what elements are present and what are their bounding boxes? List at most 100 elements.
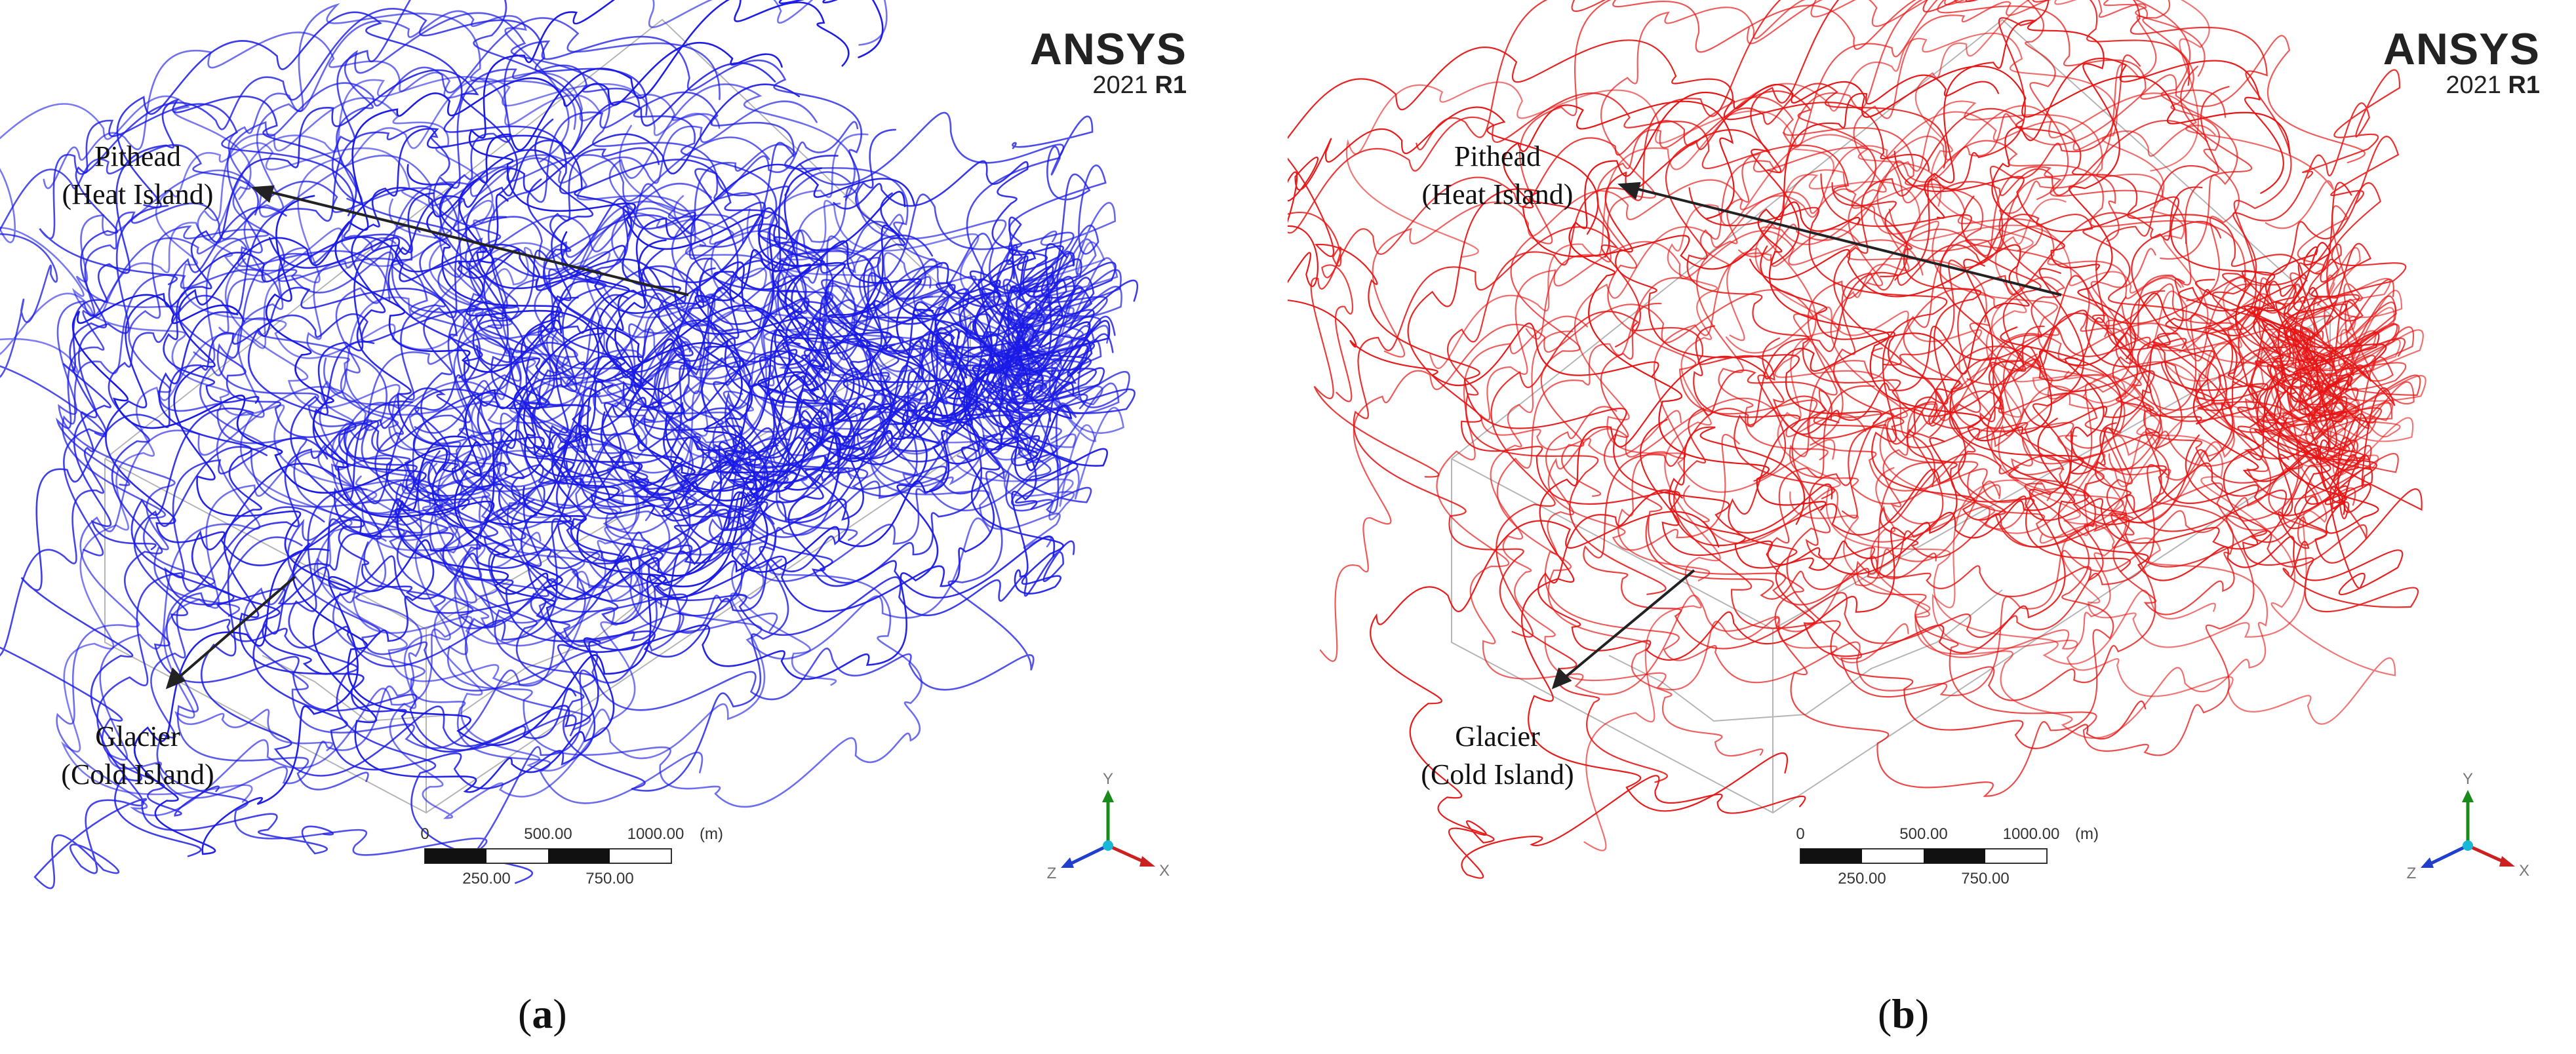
streamline (522, 249, 825, 599)
streamline (1688, 182, 2370, 550)
scale-bar-b: 0 500.00 1000.00 (m) 250.00 750.00 (1796, 825, 2099, 888)
streamline (648, 0, 888, 46)
streamline (1747, 0, 2238, 260)
streamline (2115, 66, 2328, 546)
streamline (1914, 0, 2210, 252)
streamline (1754, 174, 2216, 665)
streamline (1604, 129, 1882, 424)
streamline (99, 246, 422, 799)
streamline (389, 463, 766, 819)
streamline (1807, 166, 2128, 539)
scale-tick-250: 250.00 (1838, 870, 1886, 888)
axis-triad-b: Y X Z (2407, 770, 2529, 882)
streamline (43, 31, 721, 189)
streamline (2094, 136, 2400, 532)
streamline (477, 402, 1075, 636)
scale-tick-750: 750.00 (1961, 870, 2009, 888)
streamline (468, 0, 871, 347)
streamline (1353, 226, 1668, 783)
streamline (1870, 435, 2128, 658)
streamline (306, 237, 1061, 549)
streamline (1673, 369, 2147, 749)
streamline (173, 149, 615, 793)
axis-label-x: X (2519, 862, 2529, 880)
streamline (1288, 39, 1930, 534)
streamline (1767, 385, 2114, 797)
label-glacier-a: Glacier (Cold Island) (13, 718, 262, 794)
scale-tick-250: 250.00 (462, 870, 510, 888)
streamline (2112, 290, 2372, 484)
scale-unit: (m) (700, 825, 723, 843)
streamline (1932, 365, 2396, 725)
label-glacier-line1: Glacier (95, 720, 180, 752)
scale-tick-500: 500.00 (1899, 825, 1947, 843)
streamline (1831, 182, 2131, 572)
streamline (683, 221, 888, 541)
streamline (1750, 0, 2050, 277)
streamline (2223, 372, 2419, 613)
streamline (513, 277, 1073, 506)
streamline (618, 125, 1124, 520)
streamline (201, 391, 577, 777)
axis-label-y: Y (2463, 770, 2473, 788)
streamline (226, 17, 721, 322)
axis-label-x: X (1159, 862, 1170, 880)
streamline (427, 272, 1114, 569)
streamline (395, 91, 795, 534)
streamline (191, 463, 435, 675)
streamline (1726, 111, 2216, 342)
streamline (1480, 230, 1924, 458)
streamline (1757, 74, 2259, 442)
scale-tick-750: 750.00 (585, 870, 633, 888)
streamline (1525, 0, 2206, 340)
streamline (155, 142, 611, 359)
streamline (108, 125, 577, 751)
streamline (1583, 134, 1941, 851)
streamline (1416, 0, 2292, 334)
streamline (105, 236, 662, 566)
streamline (1842, 86, 2230, 519)
streamline (133, 249, 597, 668)
scale-tick-500: 500.00 (524, 825, 572, 843)
streamline (666, 195, 1029, 459)
streamline (1789, 276, 2110, 505)
streamline (439, 35, 863, 688)
streamline (1833, 120, 2208, 449)
streamline (773, 192, 1056, 599)
streamline (56, 237, 391, 617)
streamline (240, 336, 641, 686)
streamline (458, 0, 884, 264)
streamline (1830, 100, 2269, 534)
streamline (483, 168, 790, 497)
streamline (439, 200, 956, 589)
streamline (1645, 54, 2141, 600)
streamline (218, 3, 577, 334)
streamline (193, 10, 570, 363)
streamline (2037, 328, 2404, 595)
axis-label-y: Y (1103, 770, 1113, 788)
streamline (505, 294, 662, 625)
streamline (321, 212, 858, 541)
pointer-arrows-b (1551, 182, 2062, 690)
streamline (1991, 302, 2414, 477)
streamline (116, 11, 807, 319)
scale-bar-a: 0 500.00 1000.00 (m) 250.00 750.00 (420, 825, 723, 888)
streamline (669, 133, 869, 686)
streamline (629, 216, 1117, 524)
label-pithead-b: Pithead (Heat Island) (1366, 138, 1629, 214)
streamline (2023, 279, 2396, 488)
streamline (1848, 0, 2157, 286)
streamline (1760, 245, 2122, 475)
streamline (707, 269, 1122, 538)
streamline (709, 233, 1083, 582)
streamline (216, 225, 852, 643)
streamline (163, 69, 518, 404)
brand-name: ANSYS (1029, 24, 1187, 74)
streamline (252, 387, 596, 790)
streamline (1738, 35, 2366, 258)
streamline (332, 453, 703, 804)
brand-version: 2021 R1 (1092, 71, 1187, 99)
streamline (2108, 277, 2322, 481)
streamline (317, 258, 1062, 515)
streamline (2112, 243, 2372, 412)
